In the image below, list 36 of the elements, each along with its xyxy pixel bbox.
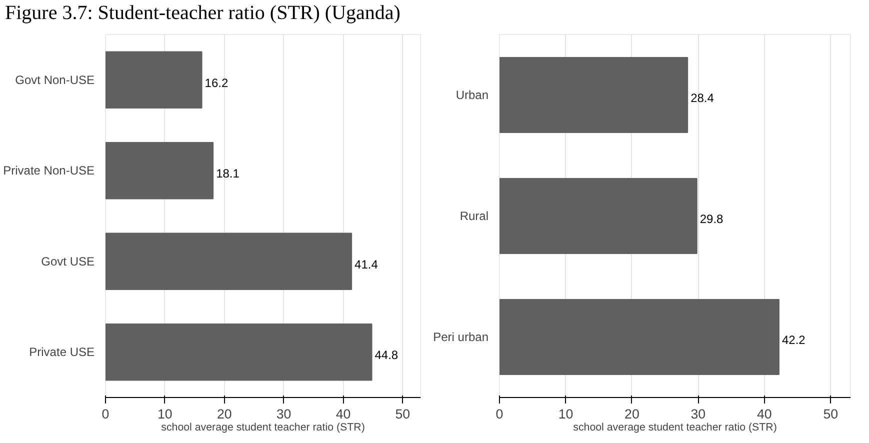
chart-title: Figure 3.7: Student-teacher ratio (STR) (Uganda): [5, 1, 400, 26]
y-tick-label: Peri urban: [433, 330, 489, 344]
x-tick-label: 0: [102, 406, 110, 422]
y-tick-label: Private USE: [29, 345, 95, 360]
x-tick-label: 0: [496, 406, 504, 422]
x-tick-label: 50: [395, 406, 410, 422]
y-tick-label: Govt Non-USE: [15, 72, 94, 87]
x-axis-title: school average student teacher ratio (STR): [161, 422, 365, 434]
y-tick-label: Rural: [460, 209, 489, 223]
data-label: 42.2: [782, 333, 806, 347]
data-label: 28.4: [690, 91, 714, 105]
data-label: 16.2: [204, 76, 228, 90]
data-label: 18.1: [216, 166, 240, 181]
data-label: 29.8: [700, 212, 724, 226]
x-axis-title: school average student teacher ratio (STR): [573, 422, 777, 434]
x-tick-label: 30: [276, 406, 292, 422]
bar: [106, 51, 202, 109]
x-tick-label: 40: [336, 406, 351, 422]
y-tick-label: Govt USE: [41, 254, 95, 268]
x-tick-label: 50: [823, 406, 838, 422]
x-tick-label: 10: [558, 406, 574, 422]
data-label: 44.8: [374, 348, 398, 362]
x-tick-label: 20: [216, 406, 232, 422]
bar: [500, 56, 688, 134]
bar: [500, 178, 698, 254]
bar: [106, 142, 214, 200]
x-tick-label: 30: [690, 406, 706, 422]
x-tick-label: 40: [756, 406, 772, 422]
bar: [106, 232, 352, 290]
y-tick-label: Private Non-USE: [3, 164, 95, 178]
y-tick-label: Urban: [456, 88, 489, 102]
x-tick-label: 10: [158, 406, 172, 422]
x-tick-label: 20: [624, 406, 640, 422]
bar: [106, 323, 372, 381]
bar: [500, 298, 780, 376]
data-label: 41.4: [354, 257, 378, 272]
